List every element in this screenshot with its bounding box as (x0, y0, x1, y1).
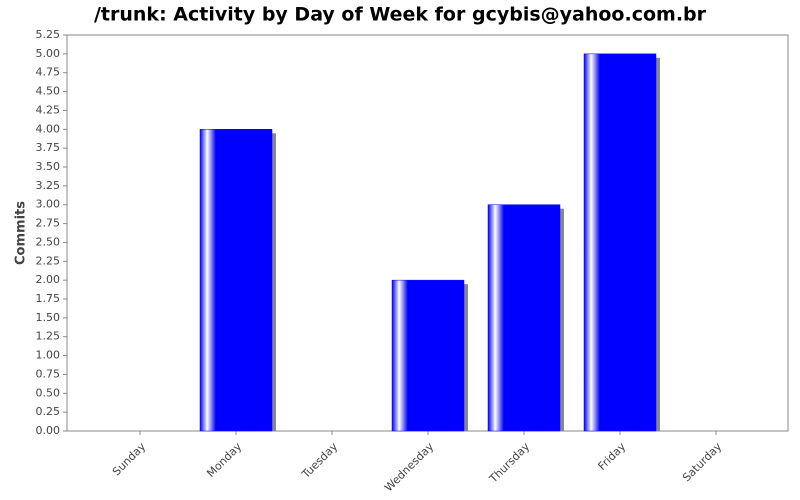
y-tick-label: 4.50 (36, 85, 61, 98)
y-tick-label: 3.25 (36, 179, 61, 192)
y-tick-label: 1.25 (36, 330, 61, 343)
y-tick-label: 0.25 (36, 405, 61, 418)
bar (583, 53, 657, 432)
y-tick-label: 1.50 (36, 311, 61, 324)
x-tick-label: Friday (595, 440, 628, 473)
y-tick-label: 2.50 (36, 235, 61, 248)
y-tick-label: 4.25 (36, 103, 61, 116)
y-tick-label: 2.75 (36, 217, 61, 230)
bar (199, 129, 273, 432)
y-tick-label: 0.00 (36, 424, 61, 437)
y-tick-label: 1.75 (36, 292, 61, 305)
chart-title: /trunk: Activity by Day of Week for gcyb… (94, 4, 707, 26)
y-tick-label: 0.75 (36, 367, 61, 380)
y-tick-label: 5.25 (36, 28, 61, 41)
y-tick-label: 2.25 (36, 254, 61, 267)
y-tick-label: 3.00 (36, 198, 61, 211)
y-tick-label: 4.75 (36, 66, 61, 79)
y-tick-label: 2.00 (36, 273, 61, 286)
x-tick-label: Monday (204, 440, 244, 480)
y-tick-label: 3.75 (36, 141, 61, 154)
x-tick-label: Wednesday (382, 440, 437, 495)
bar (487, 204, 561, 432)
y-axis-label: Commits (14, 201, 29, 265)
x-tick-label: Tuesday (299, 440, 341, 482)
y-tick-label: 5.00 (36, 47, 61, 60)
x-tick-label: Sunday (110, 440, 149, 479)
y-tick-label: 3.50 (36, 160, 61, 173)
y-tick-label: 4.00 (36, 122, 61, 135)
bar (391, 279, 465, 432)
y-tick-label: 1.00 (36, 349, 61, 362)
x-tick-label: Saturday (680, 440, 725, 485)
x-tick-label: Thursday (486, 440, 532, 486)
y-tick-label: 0.50 (36, 386, 61, 399)
